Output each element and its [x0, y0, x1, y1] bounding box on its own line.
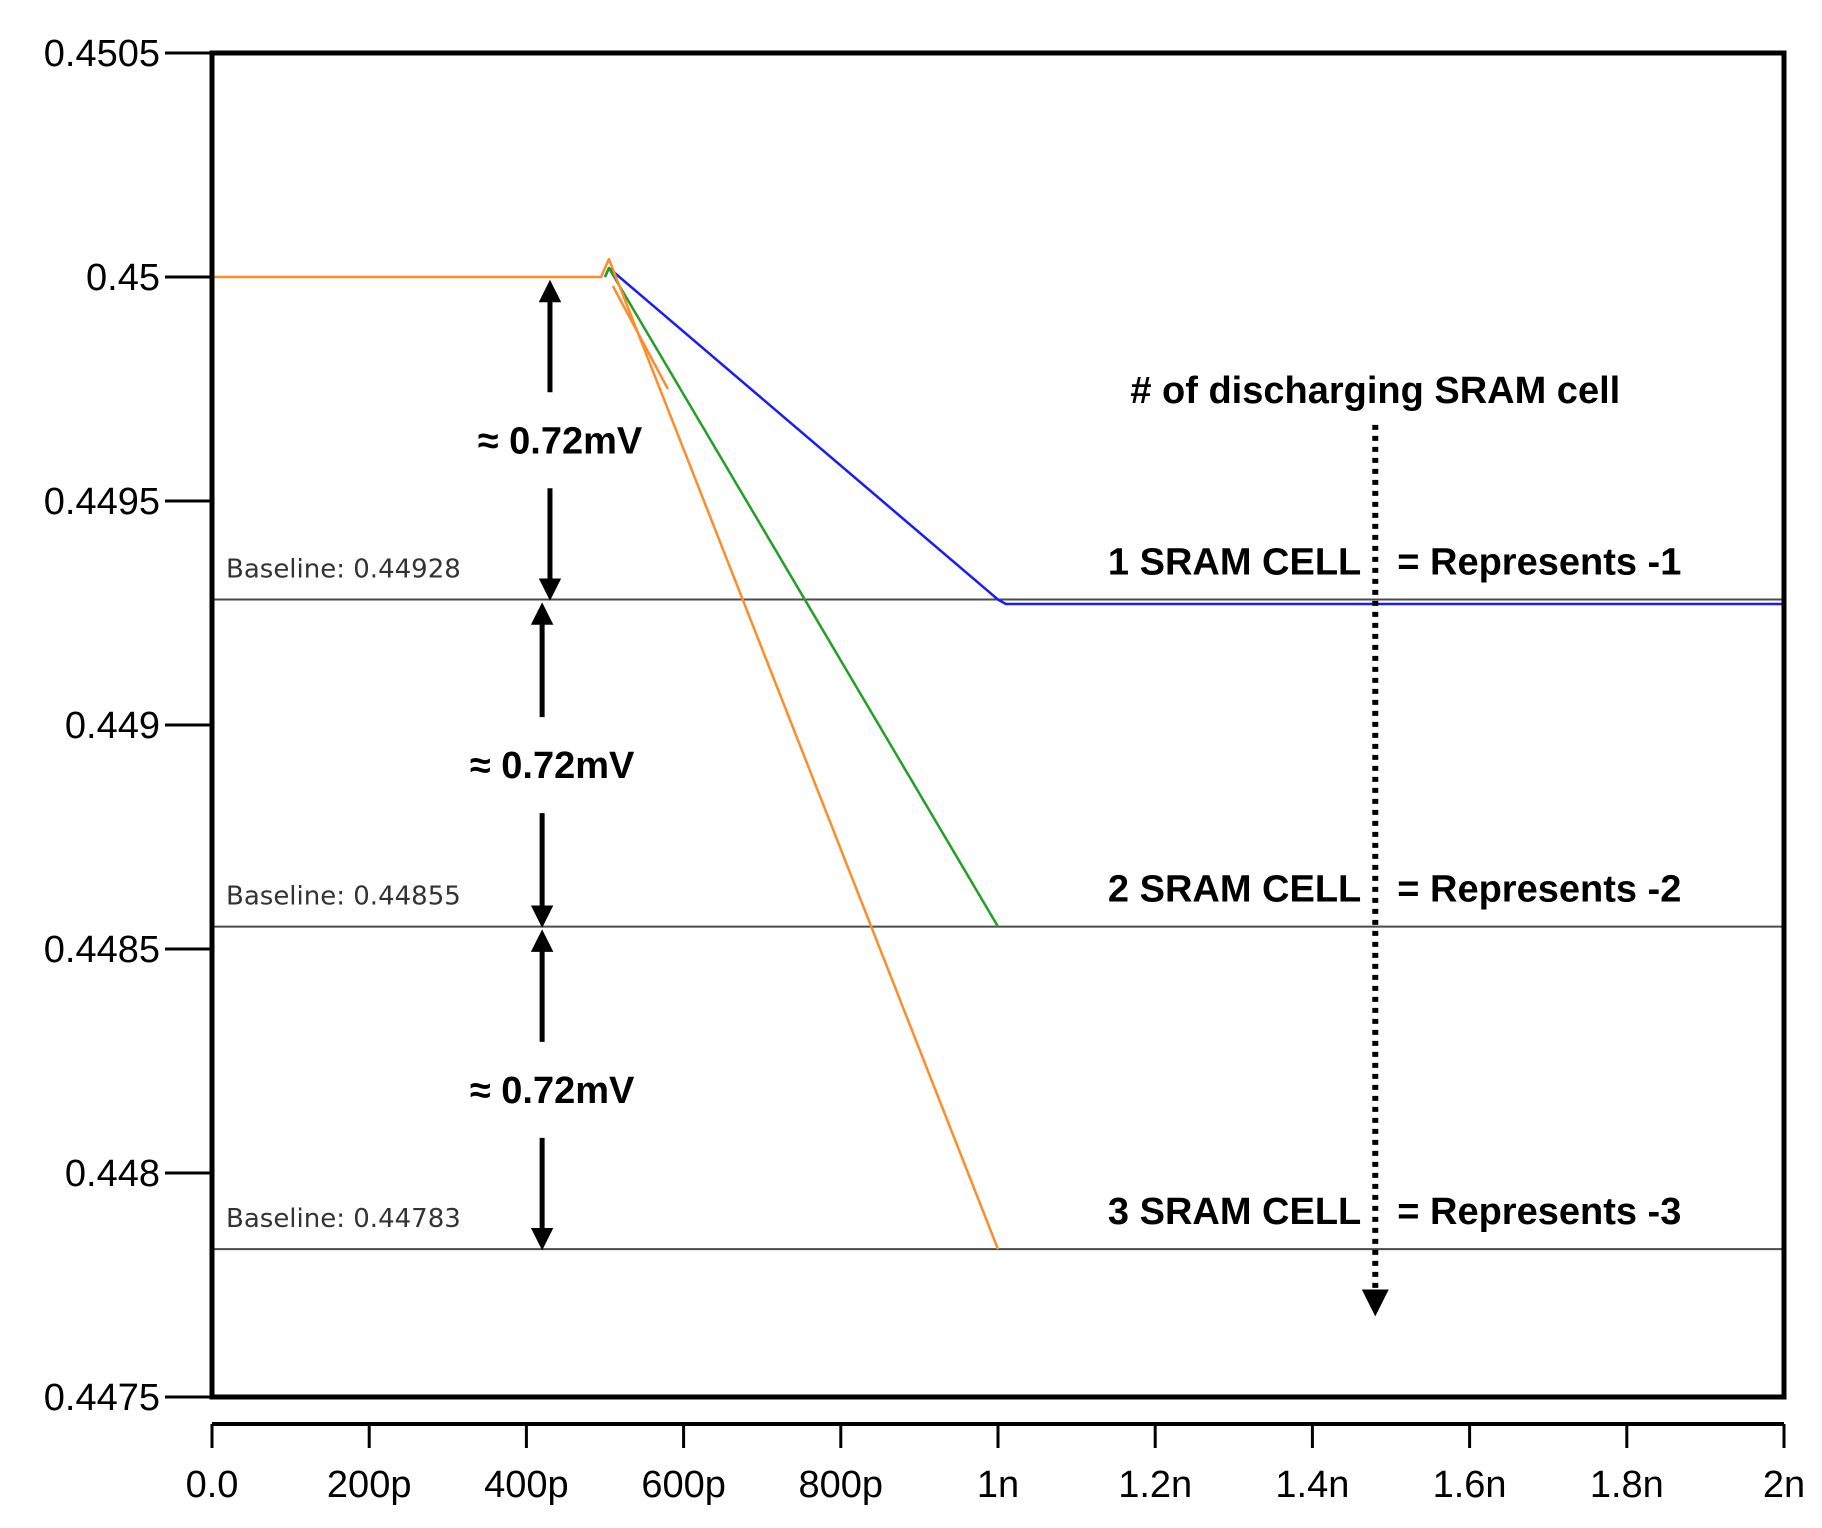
gap-label-1: ≈ 0.72mV — [478, 420, 643, 462]
gap-label-2: ≈ 0.72mV — [470, 745, 635, 787]
y-tick-label: 0.448 — [65, 1153, 160, 1195]
x-tick-label: 200p — [327, 1464, 412, 1506]
y-tick-label: 0.4475 — [44, 1377, 160, 1419]
y-tick-label: 0.4505 — [44, 33, 160, 75]
x-tick-label: 1.2n — [1118, 1464, 1192, 1506]
x-tick-label: 400p — [484, 1464, 569, 1506]
x-tick-label: 600p — [641, 1464, 726, 1506]
y-tick-label: 0.45 — [86, 257, 160, 299]
baseline-label-3: Baseline: 0.44783 — [226, 1204, 461, 1234]
discharge-caption: # of discharging SRAM cell — [1130, 370, 1620, 412]
series-line-3 — [212, 257, 1000, 1250]
represents-label-3: = Represents -3 — [1397, 1191, 1681, 1233]
x-tick-label: 2n — [1763, 1464, 1805, 1506]
baseline-label-2: Baseline: 0.44855 — [226, 882, 461, 912]
represents-label-2: = Represents -2 — [1397, 869, 1681, 911]
cell-label-3: 3 SRAM CELL — [1108, 1191, 1361, 1233]
x-tick-label: 1.8n — [1590, 1464, 1664, 1506]
represents-label-1: = Represents -1 — [1397, 542, 1681, 584]
cell-label-1: 1 SRAM CELL — [1108, 542, 1361, 584]
baseline-label-1: Baseline: 0.44928 — [226, 555, 461, 585]
x-tick-label: 1n — [977, 1464, 1019, 1506]
cell-label-2: 2 SRAM CELL — [1108, 869, 1361, 911]
gap-label-3: ≈ 0.72mV — [470, 1070, 635, 1112]
x-tick-label: 1.4n — [1275, 1464, 1349, 1506]
y-tick-label: 0.4485 — [44, 929, 160, 971]
x-tick-label: 0.0 — [186, 1464, 239, 1506]
x-tick-label: 800p — [799, 1464, 884, 1506]
series-line-2 — [603, 266, 1000, 928]
y-tick-label: 0.449 — [65, 705, 160, 747]
series-line-4 — [611, 285, 670, 390]
x-tick-label: 1.6n — [1433, 1464, 1507, 1506]
y-tick-label: 0.4495 — [44, 481, 160, 523]
